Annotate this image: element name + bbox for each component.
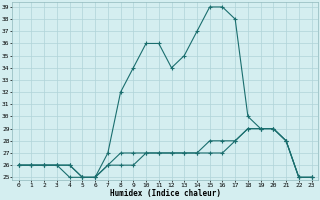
X-axis label: Humidex (Indice chaleur): Humidex (Indice chaleur) — [110, 189, 220, 198]
